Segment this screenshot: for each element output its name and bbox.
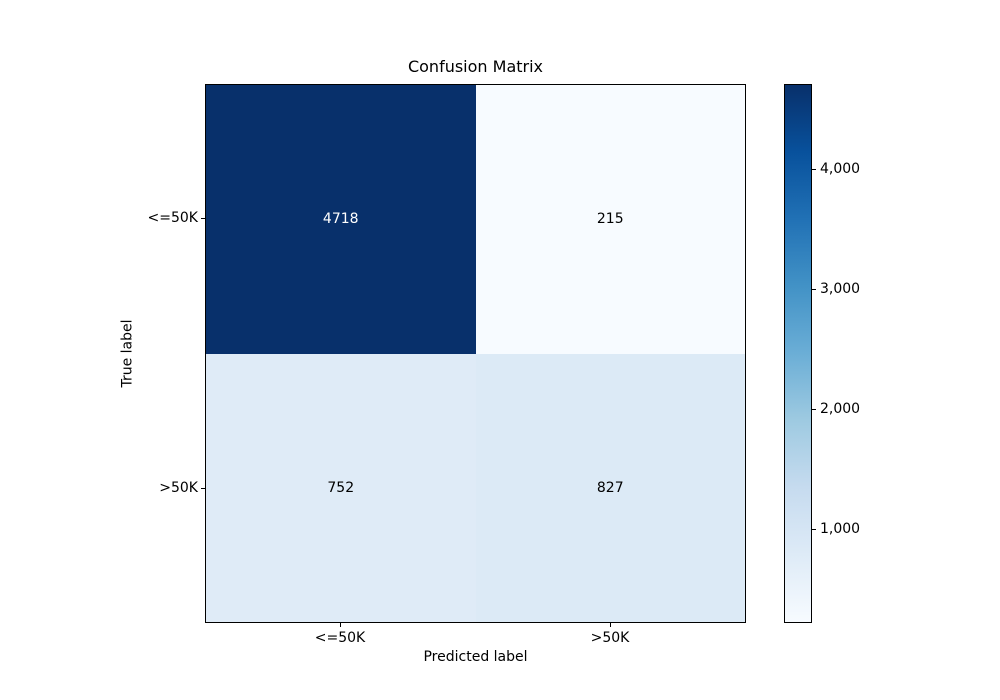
colorbar-tick-label: 2,000 <box>820 400 861 417</box>
colorbar <box>784 84 812 623</box>
colorbar-tick-mark <box>812 408 816 410</box>
cell-value: 752 <box>327 479 355 496</box>
x-tick-mark <box>610 623 611 627</box>
x-tick-label: >50K <box>590 630 630 646</box>
colorbar-tick-label: 3,000 <box>820 281 861 298</box>
matrix-cell-row0-col0: 4718 <box>206 85 476 354</box>
y-axis-label: True label <box>119 319 136 388</box>
cell-value: 827 <box>596 479 624 496</box>
chart-title: Confusion Matrix <box>407 57 544 76</box>
matrix-cell-row1-col0: 752 <box>206 353 476 622</box>
x-axis-label: Predicted label <box>423 649 528 665</box>
x-tick-label: <=50K <box>314 630 366 646</box>
y-tick-mark <box>201 218 205 219</box>
cell-value: 4718 <box>322 211 359 228</box>
colorbar-tick-label: 1,000 <box>820 520 861 537</box>
colorbar-tick-mark <box>812 169 816 171</box>
y-tick-label: <=50K <box>147 210 198 226</box>
matrix-cell-row0-col1: 215 <box>475 85 745 354</box>
heatmap-plot-area: 4718 215 752 827 <box>205 84 746 623</box>
y-tick-mark <box>201 488 205 489</box>
cell-value: 215 <box>596 211 624 228</box>
y-tick-label: >50K <box>159 480 198 496</box>
colorbar-tick-mark <box>812 289 816 291</box>
matrix-cell-row1-col1: 827 <box>475 353 745 622</box>
colorbar-tick-mark <box>812 528 816 530</box>
colorbar-tick-label: 4,000 <box>820 161 861 178</box>
x-tick-mark <box>340 623 341 627</box>
